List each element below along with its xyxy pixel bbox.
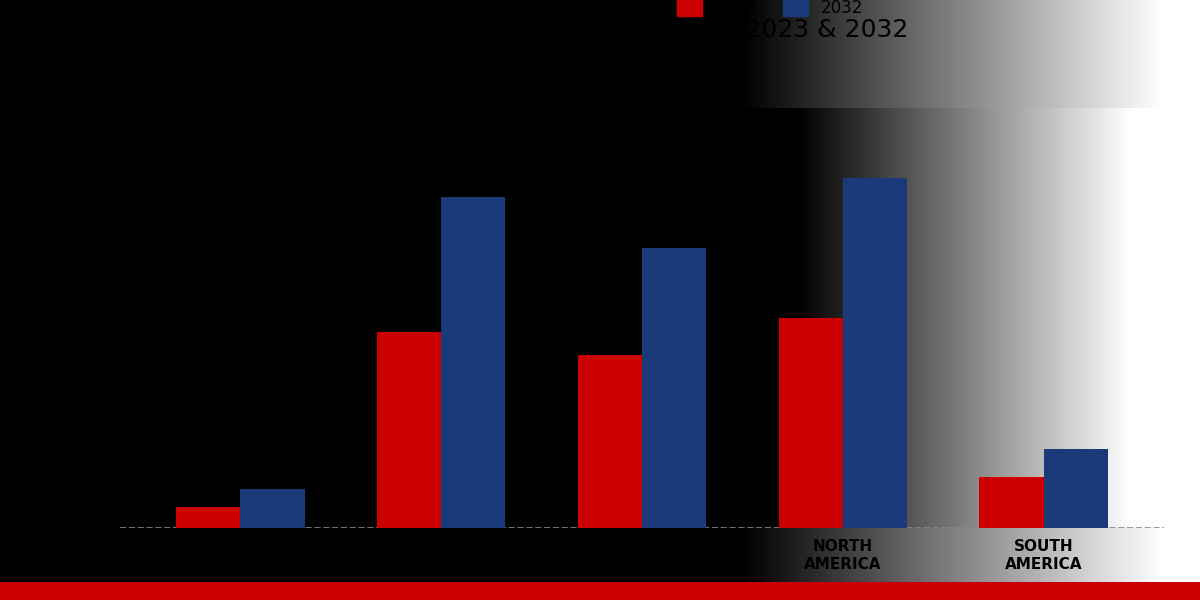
Bar [1044, 449, 1108, 528]
Bar [442, 197, 505, 528]
Bar [642, 248, 707, 528]
Legend: 2023, 2032: 2023, 2032 [677, 0, 863, 17]
Y-axis label: Market Size in USD Billion: Market Size in USD Billion [91, 202, 109, 434]
Bar [377, 332, 442, 528]
Bar [176, 506, 240, 528]
Bar [842, 178, 907, 528]
Bar [240, 489, 305, 528]
Bar [979, 476, 1044, 528]
Text: 0.23: 0.23 [154, 485, 194, 503]
Text: Residential Light Frame Shear Wall Market, By Regional, 2023 & 2032: Residential Light Frame Shear Wall Marke… [36, 18, 908, 42]
Bar [779, 318, 842, 528]
Bar [577, 355, 642, 528]
